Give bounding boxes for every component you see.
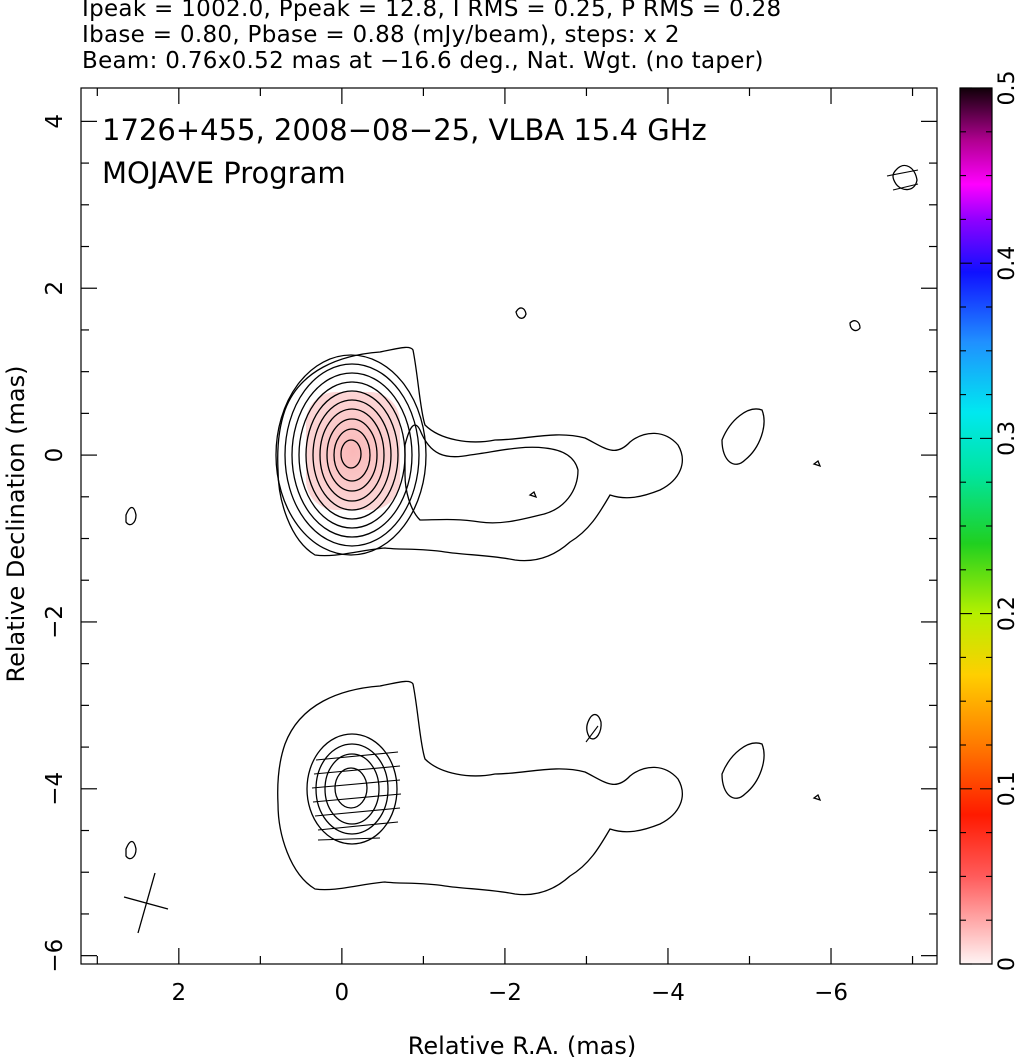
island-northwest — [849, 320, 861, 332]
y-tick-label: 2 — [42, 281, 68, 296]
x-axis-ticks — [96, 88, 914, 964]
pol-island-far-small — [812, 793, 822, 802]
header-peak-rms-line: Ipeak = 1002.0, Ppeak = 12.8, I RMS = 0.… — [82, 0, 782, 22]
colorbar-tick-label: 0.5 — [995, 71, 1020, 106]
y-tick-label: −4 — [42, 772, 68, 806]
colorbar-tick-labels: 0 0.1 0.2 0.3 0.4 0.5 — [995, 71, 1020, 972]
core-contour-2 — [284, 363, 420, 547]
island-left-edge — [125, 506, 137, 526]
core-contour-6 — [312, 399, 392, 511]
x-tick-label: 0 — [335, 980, 350, 1006]
pol-contour-outer-jet — [277, 680, 683, 896]
beam-marker — [123, 872, 169, 934]
map-content — [123, 164, 919, 934]
core-contour-10 — [340, 439, 362, 469]
island-west-jet — [721, 408, 765, 465]
island-upper-right — [892, 164, 918, 191]
colorbar-tick-label: 0.4 — [995, 246, 1020, 281]
pol-core-contour-4 — [334, 767, 368, 809]
x-axis-tick-labels: 2 0 −2 −4 −6 — [172, 980, 848, 1006]
y-axis-ticks — [81, 120, 937, 957]
core-contour-7 — [319, 408, 385, 502]
program-annotation: MOJAVE Program — [102, 156, 346, 190]
map-header: Ipeak = 1002.0, Ppeak = 12.8, I RMS = 0.… — [0, 0, 1022, 84]
polarization-contours — [125, 680, 822, 896]
colorbar-ticks — [960, 87, 992, 965]
pol-island-north — [586, 713, 602, 740]
core-contour-4 — [298, 381, 406, 529]
core-contour-9 — [333, 428, 371, 482]
evpa-vectors — [311, 169, 919, 841]
colorbar-tick-label: 0 — [995, 957, 1020, 971]
x-axis-title: Relative R.A. (mas) — [408, 1032, 636, 1060]
y-axis-title: Relative Declination (mas) — [2, 365, 30, 682]
y-tick-label: 0 — [42, 448, 68, 463]
colorbar-tick-label: 0.2 — [995, 596, 1020, 631]
core-contour-3 — [291, 372, 413, 538]
contour-outer-jet — [277, 346, 683, 562]
pol-core-contour-1 — [306, 733, 398, 845]
contour-inner-jet — [404, 424, 579, 524]
island-core-small — [528, 490, 538, 499]
y-tick-label: −6 — [42, 939, 68, 973]
source-annotation: 1726+455, 2008−08−25, VLBA 15.4 GHz — [102, 113, 707, 147]
pol-island-left — [125, 840, 137, 860]
header-beam-line: Beam: 0.76x0.52 mas at −16.6 deg., Nat. … — [82, 48, 764, 74]
core-contour-5 — [305, 390, 399, 520]
total-intensity-contours — [125, 164, 918, 562]
core-contour-1 — [275, 354, 427, 556]
plot-frame — [80, 87, 938, 965]
x-tick-label: −4 — [651, 980, 685, 1006]
x-tick-label: 2 — [172, 980, 187, 1006]
colorbar-tick-label: 0.1 — [995, 771, 1020, 806]
island-far-small — [812, 459, 822, 468]
pol-core-contour-3 — [324, 753, 380, 825]
y-tick-label: 4 — [42, 114, 68, 129]
y-tick-label: −2 — [42, 605, 68, 639]
island-north — [515, 307, 527, 319]
header-base-steps-line: Ibase = 0.80, Pbase = 0.88 (mJy/beam), s… — [82, 22, 680, 48]
y-axis-tick-labels: 4 2 0 −2 −4 −6 — [42, 114, 68, 973]
colorbar: 0 0.1 0.2 0.3 0.4 0.5 — [959, 71, 1020, 972]
core-contour-8 — [326, 418, 378, 492]
x-tick-label: −2 — [488, 980, 522, 1006]
pol-island-west — [721, 742, 765, 799]
x-tick-label: −6 — [814, 980, 848, 1006]
pol-core-contour-2 — [315, 743, 389, 835]
colorbar-tick-label: 0.3 — [995, 421, 1020, 456]
